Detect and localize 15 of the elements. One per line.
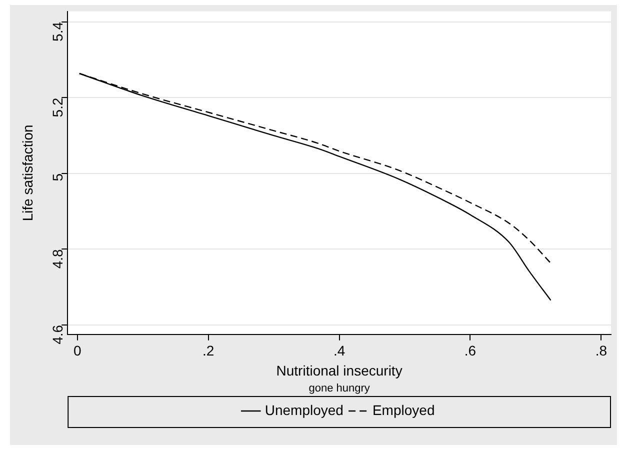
x-tick-label: .6 <box>464 342 476 359</box>
x-tick-label: .4 <box>333 342 346 359</box>
x-tick-label: .8 <box>595 342 608 359</box>
y-tick-label: 4.8 <box>49 248 66 269</box>
y-tick-label: 5.4 <box>49 22 66 42</box>
text: gone hungry <box>308 382 370 395</box>
y-tick-label: 4.6 <box>49 324 66 344</box>
x-tick-label: .2 <box>202 342 214 359</box>
y-axis-title: Life satisfaction <box>19 124 36 222</box>
legend-label: Employed <box>372 402 435 418</box>
x-axis-title: Nutritional insecurity <box>276 362 402 378</box>
legend-label: Unemployed <box>264 402 344 418</box>
x-tick-label: 0 <box>74 342 82 359</box>
y-tick-label: 5 <box>49 173 66 182</box>
y-tick-label: 5.2 <box>49 98 66 118</box>
